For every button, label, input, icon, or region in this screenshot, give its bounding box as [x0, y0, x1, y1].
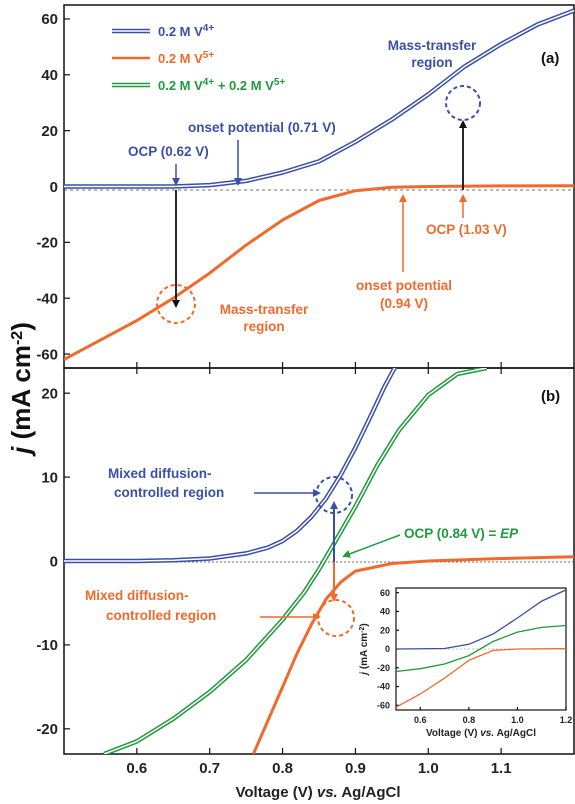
legend-item-v5: 0.2 M V5+ [112, 50, 214, 67]
ocp-ep-label: OCP (0.84 V) = EP [404, 526, 519, 541]
ocp-v5-label: OCP (1.03 V) [426, 222, 507, 237]
panel-a-ytick-label: 40 [41, 67, 58, 84]
legend-item-v4: 0.2 M V4+ [112, 23, 214, 40]
panel-b-label: (b) [541, 388, 560, 405]
inset-ytick-label: 20 [380, 625, 390, 635]
svg-text:0.2 M V5+: 0.2 M V5+ [158, 50, 214, 67]
legend-item-mix: 0.2 M V4+ + 0.2 M V5+ [112, 77, 285, 94]
inset-x-title: Voltage (V) vs. Ag/AgCl [426, 728, 536, 739]
ocp-v4-label: OCP (0.62 V) [128, 144, 209, 159]
inset-series-v4-line [396, 589, 566, 650]
svg-text:0.2 M V4+ + 0.2 M V5+: 0.2 M V4+ + 0.2 M V5+ [158, 77, 285, 94]
mixed-bot-label: Mixed diffusion-controlled region [85, 588, 216, 623]
inset-ytick-label: -60 [377, 700, 390, 710]
mass-transfer-bot-label: Mass-transfer region [220, 302, 309, 334]
onset-v5-label: onset potential (0.94 V) [356, 278, 452, 311]
inset: -60 -40 -20 0 20 40 60 0.6 0.8 1.0 1.2 j (mA cm-2)… [359, 587, 572, 739]
x-axis-title: Voltage (V) vs. Ag/AgCl [235, 784, 400, 801]
panel-a-ytick-label: -40 [36, 290, 58, 307]
inset-ytick-label: -20 [377, 663, 390, 673]
inset-xtick-label: 0.6 [414, 715, 427, 725]
panel-b-ytick-label: -20 [36, 721, 58, 738]
mass-transfer-top-label: Mass-transfer region [388, 38, 477, 70]
panel-b-ytick-label: 20 [41, 385, 58, 402]
inset-xtick-label: 0.8 [463, 715, 476, 725]
inset-ytick-label: 0 [385, 644, 390, 654]
inset-ytick-label: -40 [377, 682, 390, 692]
panel-a-series [64, 8, 574, 361]
inset-series-mix-line [396, 624, 566, 673]
panel-b-series-mix-inner [103, 368, 487, 754]
inset-series-v5-line [396, 648, 566, 708]
mixed-top-label: Mixed diffusion-controlled region [108, 466, 224, 500]
panel-b-ticks: -20 -10 0 10 20 0.6 0.7 0.8 0.9 1.0 1.1 [36, 368, 512, 777]
panel-b-series-v4-inner [64, 368, 396, 562]
mass-transfer-bot-circle [156, 284, 196, 324]
panel-b-xtick-label: 0.9 [345, 760, 366, 777]
panel-b-xtick-label: 1.1 [491, 760, 512, 777]
panel-a-series-v4-line [64, 8, 574, 189]
inset-series [396, 589, 566, 708]
panel-b-ytick-label: -10 [36, 637, 58, 654]
inset-xtick-label: 1.2 [560, 715, 573, 725]
panel-a-ytick-label: -60 [36, 346, 58, 363]
panel-b-xtick-label: 1.0 [418, 760, 439, 777]
panel-a-ytick-label: 20 [41, 123, 58, 140]
inset-ytick-label: 60 [380, 588, 390, 598]
panel-b-xtick-label: 0.7 [199, 760, 220, 777]
mass-transfer-top-circle [445, 85, 481, 121]
panel-a-ytick-label: 60 [41, 11, 58, 28]
panel-b-xtick-label: 0.8 [272, 760, 293, 777]
panel-a-ytick-label: 0 [50, 179, 58, 196]
panel-b-xtick-label: 0.6 [126, 760, 147, 777]
panel-b-ytick-label: 10 [41, 469, 58, 486]
y-axis-title: j (mA cm-2) [6, 322, 36, 457]
ocp-ep-arrow [342, 534, 401, 558]
inset-xtick-label: 1.0 [511, 715, 524, 725]
svg-text:0.2 M V4+: 0.2 M V4+ [158, 23, 214, 40]
inset-y-title: j (mA cm-2) [359, 623, 371, 676]
inset-ytick-label: 40 [380, 607, 390, 617]
panel-b-series [64, 368, 574, 754]
onset-v4-label: onset potential (0.71 V) [188, 120, 336, 135]
panel-b-ytick-label: 0 [50, 553, 58, 570]
mixed-bot-circle [317, 599, 355, 637]
legend: 0.2 M V4+ 0.2 M V5+ 0.2 M V4+ + 0.2 M V5… [112, 23, 285, 94]
inset-ticks: -60 -40 -20 0 20 40 60 0.6 0.8 1.0 1.2 [377, 588, 572, 725]
panel-a-ytick-label: -20 [36, 235, 58, 252]
panel-a-series-v5-line [64, 184, 574, 361]
panel-a-series-v4-inner [64, 9, 574, 188]
panel-a-label: (a) [541, 50, 559, 67]
